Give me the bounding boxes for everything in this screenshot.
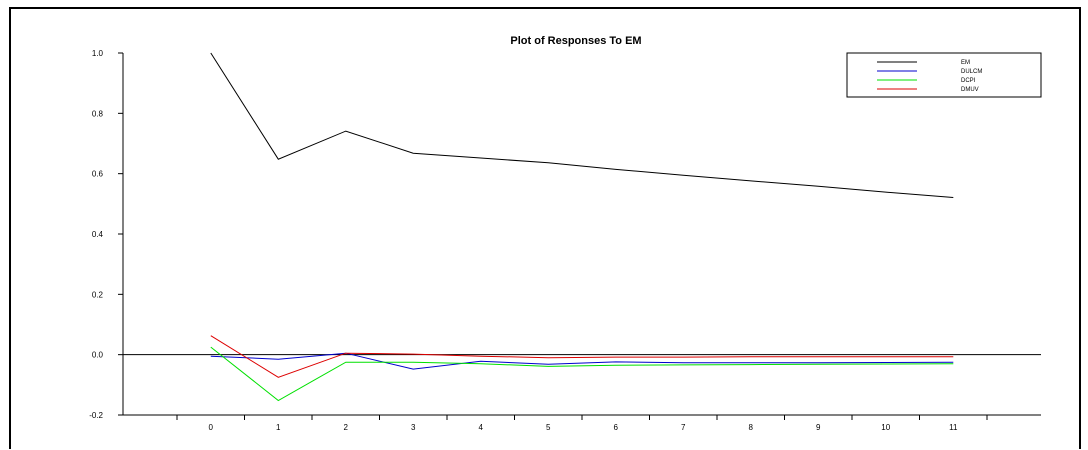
y-tick-label: 0.8 <box>92 109 104 118</box>
x-tick-label: 8 <box>749 423 754 432</box>
legend-label-dulcm: DULCM <box>961 69 982 75</box>
legend-label-dmuv: DMUV <box>961 87 979 93</box>
axes: -0.2 0.0 0.2 0.4 0.6 0.8 1.0 0 1 2 3 4 5 6 7 8 9 10 11 <box>89 49 1041 432</box>
x-tick-label: 10 <box>881 423 890 432</box>
y-tick-label: 0.4 <box>92 230 104 239</box>
x-tick-label: 0 <box>209 423 214 432</box>
legend: EM DULCM DCPI DMUV <box>846 52 1042 98</box>
series-line-dulcm <box>210 352 954 370</box>
x-tick-label: 11 <box>949 423 958 432</box>
y-tick-label: -0.2 <box>89 411 103 420</box>
x-tick-label: 9 <box>816 423 821 432</box>
legend-label-em: EM <box>961 60 970 66</box>
x-tick-label: 3 <box>411 423 416 432</box>
legend-box <box>846 52 1042 98</box>
y-tick-label: 0.6 <box>92 170 104 179</box>
chart-title: Plot of Responses To EM <box>510 35 641 47</box>
series-line-em <box>210 52 954 198</box>
x-tick-label: 2 <box>344 423 349 432</box>
y-tick-label: 0.0 <box>92 351 104 360</box>
series-lines <box>210 52 954 402</box>
chart-frame <box>9 7 1081 449</box>
series-line-dcpi <box>210 346 954 402</box>
x-tick-label: 5 <box>546 423 551 432</box>
y-tick-label: 1.0 <box>92 49 104 58</box>
legend-label-dcpi: DCPI <box>961 78 976 84</box>
x-tick-label: 7 <box>681 423 686 432</box>
x-tick-label: 6 <box>614 423 619 432</box>
x-tick-label: 4 <box>479 423 484 432</box>
y-tick-label: 0.2 <box>92 290 104 299</box>
series-line-dmuv <box>210 335 954 378</box>
x-tick-label: 1 <box>276 423 281 432</box>
